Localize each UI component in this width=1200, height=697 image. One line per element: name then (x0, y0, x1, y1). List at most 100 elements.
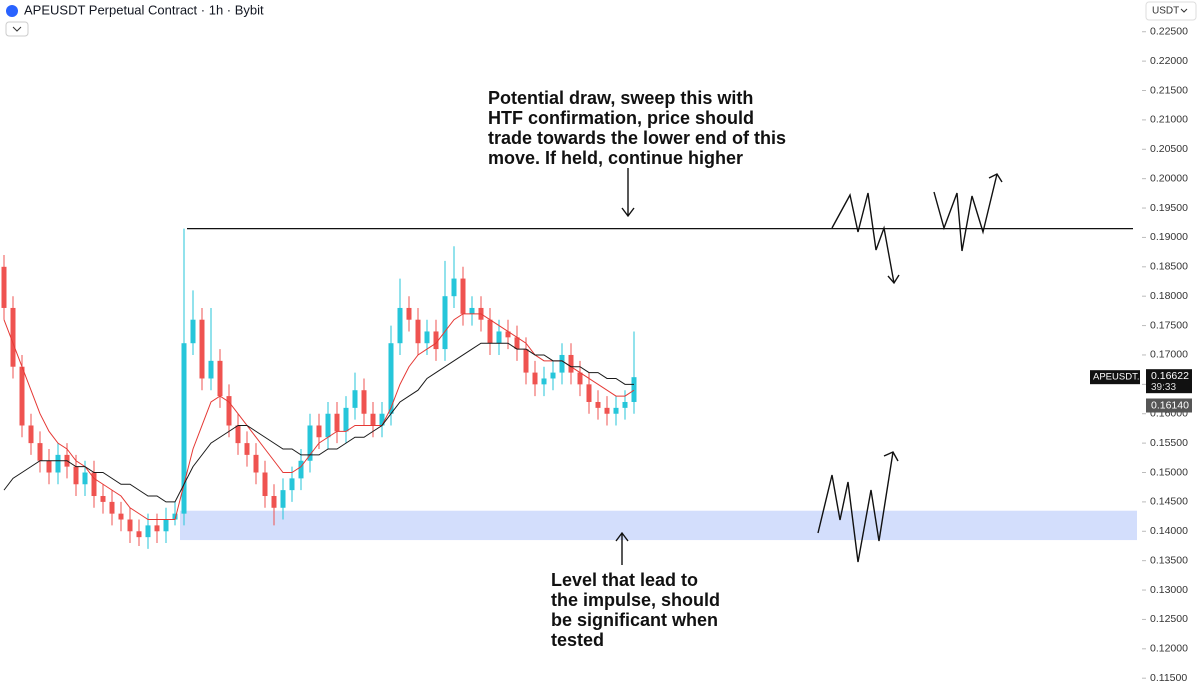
candle-body (469, 307, 475, 314)
marker-tag (1146, 398, 1192, 413)
candle-body (514, 337, 520, 350)
y-tick-label: 0.15500 (1150, 437, 1188, 449)
candle-body (199, 319, 205, 379)
y-tick-label: 0.15000 (1150, 466, 1188, 478)
candle-body (1, 266, 7, 308)
y-tick-label: 0.11500 (1150, 672, 1187, 684)
candle-body (217, 360, 223, 397)
candle-body (532, 372, 538, 385)
collapse-button[interactable] (5, 21, 29, 37)
symbol-tag (1090, 370, 1140, 385)
candle-body (460, 278, 466, 314)
annotation: Level that lead to (551, 570, 698, 590)
arrow-up (615, 531, 629, 565)
candle-body (451, 278, 457, 297)
candle-body (577, 372, 583, 385)
zigzag (933, 173, 998, 252)
candle-body (244, 443, 250, 455)
candle-body (505, 331, 511, 338)
zigzag (831, 192, 895, 284)
candle-body (352, 390, 358, 408)
candle-body (604, 407, 610, 414)
candle-body (568, 354, 574, 373)
candle-body (190, 319, 196, 344)
candle-body (235, 425, 241, 444)
annotation: Potential draw, sweep this with (488, 88, 753, 108)
y-tick-label: 0.20500 (1150, 143, 1188, 155)
annotation: HTF confirmation, price should (488, 108, 754, 128)
candle-body (55, 454, 61, 473)
candle-body (19, 366, 25, 426)
candle-body (550, 372, 556, 379)
annotation: the impulse, should (551, 590, 720, 610)
candle-body (289, 478, 295, 491)
moving-average (3, 313, 635, 521)
candle-body (298, 460, 304, 479)
y-tick-label: 0.21000 (1150, 114, 1188, 126)
marker-price: 0.16140 (1151, 399, 1189, 411)
chevron (12, 26, 22, 32)
candle-body (334, 413, 340, 432)
currency-select[interactable] (1145, 1, 1197, 21)
candle-body (541, 378, 547, 385)
y-tick-label: 0.21500 (1150, 84, 1188, 96)
candle-body (325, 413, 331, 438)
annotation: move. If held, continue higher (488, 148, 743, 168)
candle-body (118, 513, 124, 520)
candle-body (595, 401, 601, 408)
candle-body (307, 425, 313, 461)
candle-body (622, 401, 628, 408)
annotation: be significant when (551, 610, 718, 630)
candle-body (10, 307, 16, 367)
candle-body (46, 460, 52, 473)
candle-body (379, 413, 385, 426)
candle-body (343, 407, 349, 432)
candle-body (154, 525, 160, 532)
y-tick-label: 0.12000 (1150, 643, 1188, 655)
y-tick-label: 0.17000 (1150, 349, 1188, 361)
candle-body (172, 513, 178, 520)
candle-body (271, 496, 277, 508)
y-tick-label: 0.19500 (1150, 202, 1188, 214)
arrow-head (883, 451, 899, 462)
candle-body (253, 454, 259, 473)
candle-body (127, 519, 133, 532)
symbol-label: APEUSDT.P (1093, 372, 1146, 383)
currency: USDT (1152, 6, 1179, 17)
countdown: 39:33 (1151, 382, 1176, 393)
candle-body (280, 490, 286, 508)
y-tick-label: 0.14000 (1150, 525, 1188, 537)
candle-body (415, 319, 421, 344)
candle-body (109, 501, 115, 514)
candle-body (226, 396, 232, 426)
candle-body (388, 343, 394, 414)
candle-body (145, 525, 151, 538)
candle-body (631, 377, 637, 402)
y-tick-label: 0.22000 (1150, 55, 1188, 67)
candle-body (523, 349, 529, 373)
candle-body (181, 343, 187, 514)
candle-body (487, 319, 493, 344)
zone (180, 510, 1137, 541)
candle-body (433, 331, 439, 350)
y-tick-label: 0.13000 (1150, 584, 1188, 596)
candle-body (28, 425, 34, 444)
plot (1, 228, 1137, 549)
candle-body (613, 407, 619, 414)
last-price: 0.16622 (1151, 370, 1189, 382)
y-tick-label: 0.18500 (1150, 261, 1188, 273)
candle-body (424, 331, 430, 344)
candle-body (91, 472, 97, 497)
candle-body (82, 472, 88, 485)
zigzag (817, 451, 894, 563)
candle-body (316, 425, 322, 438)
y-tick-label: 0.19000 (1150, 231, 1188, 243)
y-tick-label: 0.20000 (1150, 172, 1188, 184)
y-tick-label: 0.18000 (1150, 290, 1188, 302)
y-tick-label: 0.17500 (1150, 319, 1188, 331)
y-tick-label: 0.14500 (1150, 496, 1188, 508)
candle-body (361, 390, 367, 414)
annotation: tested (551, 630, 604, 650)
candle-body (559, 354, 565, 373)
